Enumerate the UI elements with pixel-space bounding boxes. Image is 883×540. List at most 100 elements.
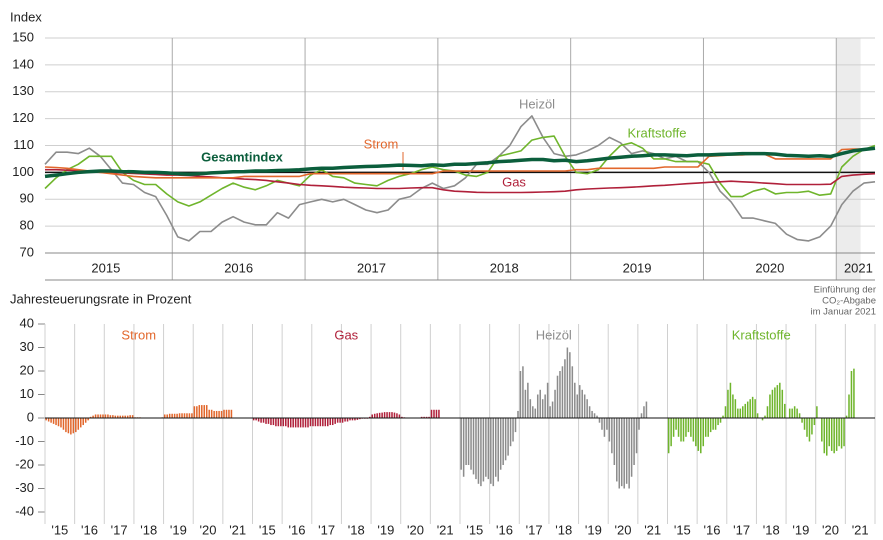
bar	[709, 418, 712, 433]
bar	[260, 418, 262, 423]
bar	[742, 406, 744, 418]
bar	[534, 408, 537, 418]
bar	[638, 418, 640, 430]
bar	[433, 409, 435, 418]
bar	[613, 418, 616, 465]
bar	[87, 418, 89, 421]
bar	[97, 414, 99, 418]
bar	[813, 418, 816, 426]
bar	[761, 418, 764, 421]
y-tick-label: -40	[15, 503, 34, 518]
series-label: Heizöl	[536, 327, 572, 342]
bar	[697, 418, 700, 451]
bar	[282, 418, 285, 427]
bar	[302, 418, 304, 428]
bar	[675, 418, 677, 430]
series-label: Gesamtindex	[201, 149, 283, 164]
bar	[314, 418, 317, 427]
bar	[430, 409, 433, 418]
line-series	[44, 115, 876, 242]
bar	[304, 418, 307, 428]
bar	[774, 387, 776, 418]
bar	[60, 418, 62, 428]
bar	[561, 366, 564, 418]
x-tick-label: '18	[555, 522, 572, 537]
bar	[289, 418, 292, 428]
x-tick-label: '21	[437, 522, 454, 537]
annotation: Einführung der	[814, 285, 876, 296]
bar	[714, 418, 717, 430]
annotation: CO₂-Abgabe	[822, 296, 876, 307]
bar	[744, 403, 747, 418]
bar	[606, 418, 608, 430]
bar	[737, 408, 739, 418]
bar	[114, 415, 117, 418]
bar	[84, 418, 87, 423]
bar	[344, 418, 346, 422]
x-tick-label: 2018	[490, 260, 519, 275]
x-tick-label: 2020	[755, 260, 784, 275]
bar	[292, 418, 294, 428]
bar	[373, 413, 376, 418]
bar	[746, 401, 749, 418]
bar	[285, 418, 287, 427]
bar	[119, 415, 122, 418]
bar	[566, 347, 569, 418]
bar	[262, 418, 265, 423]
bar	[438, 409, 440, 418]
bar	[252, 418, 255, 421]
bar	[754, 399, 756, 418]
bar	[643, 406, 645, 418]
bar	[275, 418, 277, 427]
bar	[633, 418, 635, 465]
bar	[371, 414, 374, 418]
bar	[608, 418, 611, 442]
bar	[618, 418, 621, 489]
bar	[334, 418, 336, 424]
bar	[255, 418, 257, 421]
x-tick-label: '20	[407, 522, 424, 537]
bar	[734, 399, 737, 418]
bar	[346, 418, 349, 422]
bar	[163, 414, 166, 418]
bar	[208, 409, 210, 418]
bar	[460, 418, 462, 470]
bar	[620, 418, 623, 487]
bar	[485, 418, 487, 477]
bar	[749, 399, 751, 418]
x-tick-label: '18	[763, 522, 780, 537]
bar	[853, 368, 855, 418]
bar	[465, 418, 467, 465]
bar	[309, 418, 312, 427]
bar	[779, 382, 781, 418]
bar	[544, 394, 546, 418]
x-tick-label: '21	[852, 522, 869, 537]
bar	[776, 385, 779, 418]
bar	[287, 418, 290, 428]
bar	[356, 418, 359, 420]
bar	[791, 408, 793, 418]
x-tick-label: '19	[585, 522, 602, 537]
bar	[351, 418, 354, 421]
bar	[719, 418, 722, 423]
bar	[645, 401, 648, 418]
bar	[764, 415, 766, 418]
bar	[168, 413, 171, 418]
bar	[628, 418, 630, 489]
y-tick-label: 0	[27, 409, 34, 424]
bar	[126, 415, 129, 418]
bar	[307, 418, 309, 428]
x-tick-label: '17	[733, 522, 750, 537]
bar	[65, 418, 67, 433]
bar	[504, 418, 507, 461]
bar	[480, 418, 482, 487]
bar	[677, 418, 680, 437]
series-label: Kraftstoffe	[732, 327, 791, 342]
bar	[50, 418, 52, 423]
bar	[129, 415, 131, 418]
y-tick-label: 150	[12, 29, 34, 44]
x-tick-label: '15	[51, 522, 68, 537]
bar	[704, 418, 707, 437]
x-tick-label: '16	[288, 522, 305, 537]
bar	[186, 413, 188, 418]
